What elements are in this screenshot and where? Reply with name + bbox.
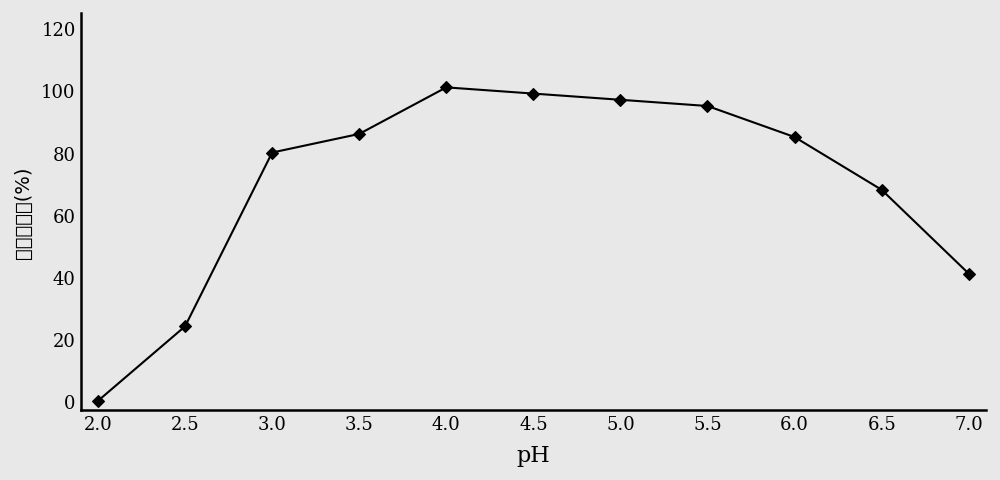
X-axis label: pH: pH — [516, 444, 550, 466]
Y-axis label: 相对酶活力(%): 相对酶活力(%) — [14, 166, 33, 258]
